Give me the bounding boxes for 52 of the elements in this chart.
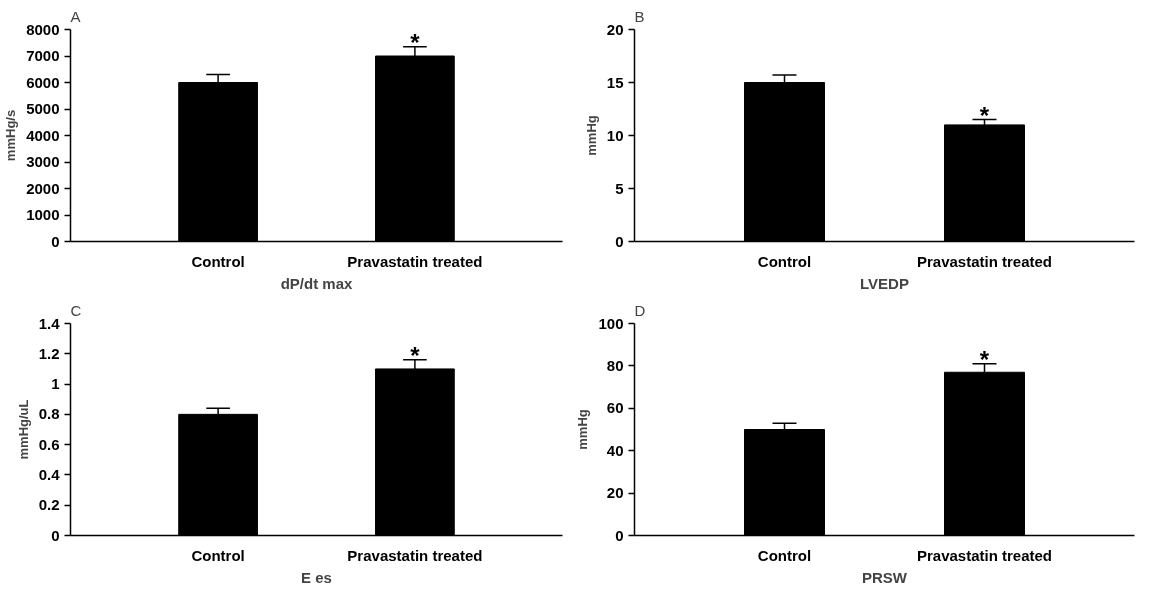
y-tick-label: 0.8 <box>38 405 60 423</box>
x-tick-label: Pravastatin treated <box>347 546 483 564</box>
y-tick-label: 1000 <box>26 206 60 223</box>
y-tick-label: 7000 <box>26 47 60 64</box>
x-axis-title: E es <box>301 568 332 586</box>
y-tick-label: 80 <box>606 356 624 374</box>
x-tick-label: Control <box>757 546 812 564</box>
x-axis-title: dP/dt max <box>280 274 353 292</box>
y-tick-label: 5000 <box>26 100 60 117</box>
x-tick-label: Pravastatin treated <box>916 546 1053 564</box>
y-tick-label: 100 <box>598 314 624 332</box>
y-tick-label: 0 <box>615 526 624 544</box>
y-axis-title: mmHg/uL <box>15 399 31 460</box>
x-tick-label: Control <box>191 252 245 270</box>
y-tick-label: 0.6 <box>38 435 60 453</box>
x-tick-label: Control <box>191 546 245 564</box>
y-tick-label: 4000 <box>26 126 60 144</box>
y-tick-label: 5 <box>615 179 624 197</box>
chart-title: D <box>634 301 646 319</box>
x-axis-title: PRSW <box>862 568 908 586</box>
y-tick-label: 60 <box>606 399 624 417</box>
x-tick-label: Pravastatin treated <box>916 252 1053 270</box>
chart-title: C <box>70 301 82 319</box>
y-tick-label: 1.2 <box>38 344 60 362</box>
y-tick-label: 15 <box>606 73 624 91</box>
y-tick-label: 20 <box>606 484 624 502</box>
x-tick-label: Control <box>757 252 812 270</box>
chart-title: A <box>70 7 81 25</box>
y-tick-label: 6000 <box>26 73 60 91</box>
y-tick-label: 1 <box>51 375 60 393</box>
annotation: * <box>979 346 990 374</box>
y-tick-label: 1.4 <box>38 314 61 332</box>
y-axis-title: mmHg <box>583 115 599 156</box>
annotation: * <box>410 29 421 57</box>
y-tick-label: 8000 <box>26 20 60 38</box>
y-tick-label: 0.4 <box>38 465 61 483</box>
y-tick-label: 0 <box>51 526 60 544</box>
annotation: * <box>979 102 990 130</box>
y-tick-label: 20 <box>606 20 624 38</box>
y-tick-label: 0.2 <box>38 496 60 514</box>
x-axis-title: LVEDP <box>860 274 909 292</box>
y-tick-label: 3000 <box>26 153 60 170</box>
y-tick-label: 10 <box>606 126 624 144</box>
y-axis-title: mmHg <box>575 409 591 450</box>
x-tick-label: Pravastatin treated <box>347 252 483 270</box>
y-tick-label: 2000 <box>26 179 60 197</box>
y-tick-label: 0 <box>51 232 60 250</box>
y-axis-title: mmHg/s <box>3 109 19 162</box>
chart-title: B <box>634 7 645 25</box>
y-tick-label: 40 <box>606 441 624 459</box>
annotation: * <box>410 342 421 370</box>
y-tick-label: 0 <box>615 232 624 250</box>
